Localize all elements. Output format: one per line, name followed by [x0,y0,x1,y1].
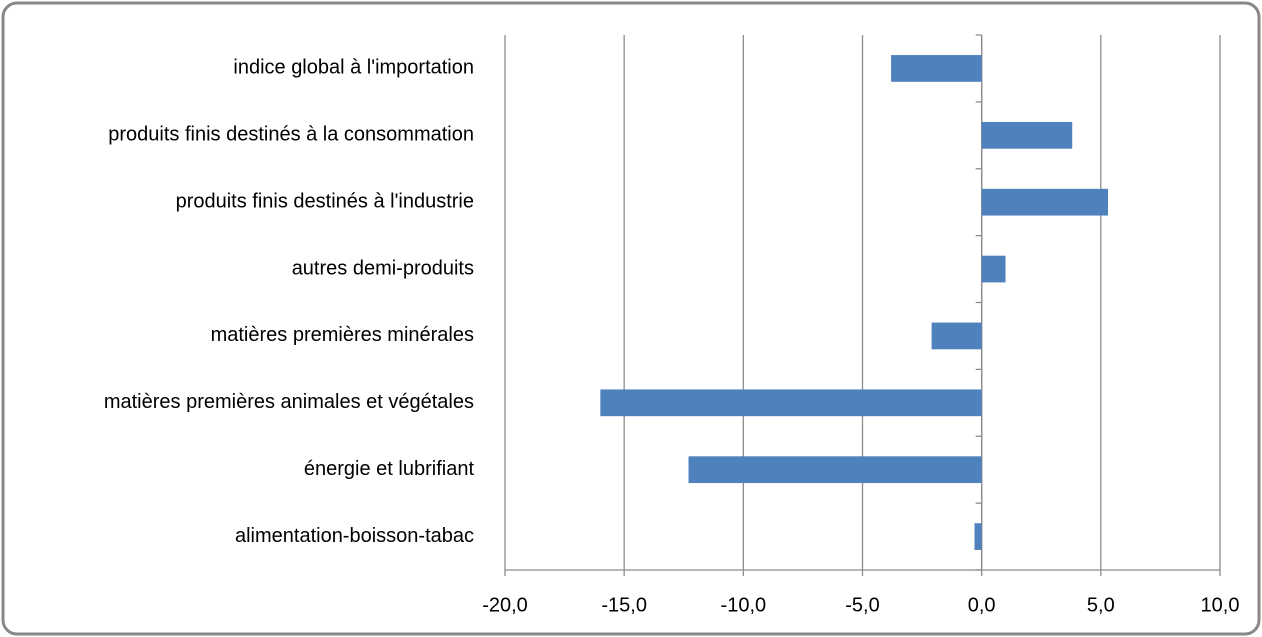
bar [891,55,982,82]
y-tick-label: énergie et lubrifiant [304,458,475,480]
x-tick-label: -15,0 [601,594,647,616]
bar [981,121,1073,149]
x-tick-label: 0,0 [968,594,996,616]
y-tick-label: indice global à l'importation [233,57,474,79]
bar [931,322,982,350]
y-tick-label: matières premières minérales [211,324,474,346]
y-tick-label: matières premières animales et végétales [104,391,474,413]
y-tick-label: autres demi-produits [292,257,474,279]
bar [981,188,1108,216]
x-tick-label: 5,0 [1087,594,1115,616]
y-tick-label: produits finis destinés à l'industrie [176,190,474,212]
x-tick-label: -10,0 [721,594,767,616]
x-tick-label: 10,0 [1201,594,1240,616]
y-tick-label: alimentation-boisson-tabac [235,525,474,547]
y-tick-label: produits finis destinés à la consommatio… [108,124,474,146]
x-tick-label: -5,0 [845,594,879,616]
bar [981,255,1006,283]
bar [600,389,982,417]
bar [688,456,982,484]
bar [974,523,982,550]
x-tick-label: -20,0 [482,594,528,616]
